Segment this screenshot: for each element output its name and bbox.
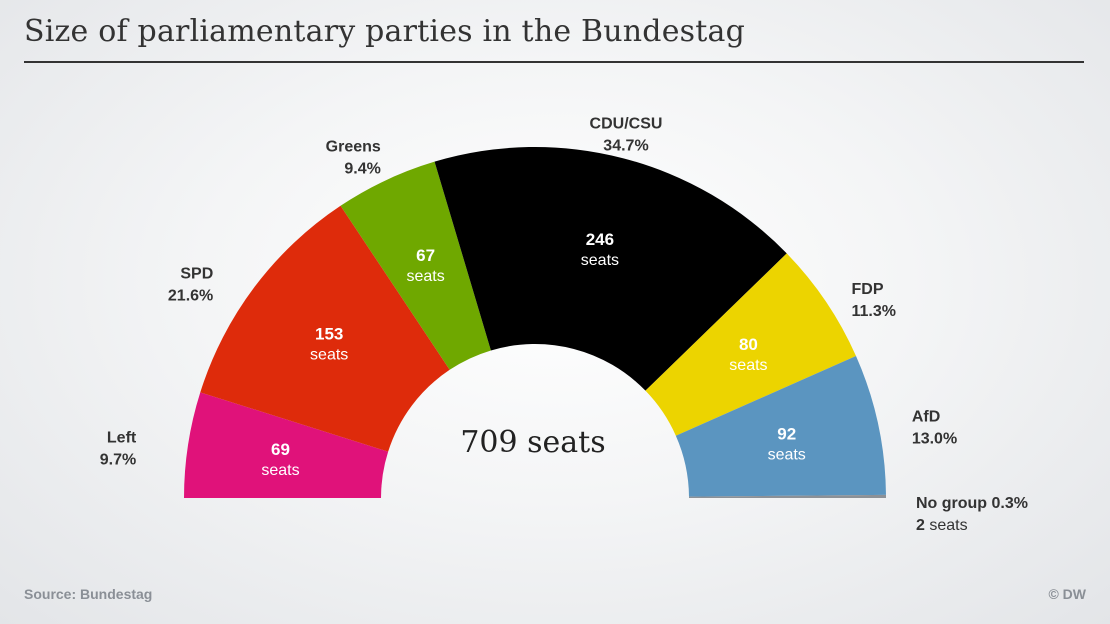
seat-unit-greens: seats xyxy=(407,268,445,285)
party-name-spd: SPD xyxy=(180,266,213,283)
party-name-left: Left xyxy=(107,430,137,447)
seat-unit-afd: seats xyxy=(768,447,806,464)
seat-count-cdu-csu: 246 xyxy=(586,230,614,249)
party-percent-spd: 21.6% xyxy=(168,288,213,305)
seat-count-afd: 92 xyxy=(777,425,796,444)
source-note: Source: Bundestag xyxy=(24,586,152,602)
total-seats-label: 709 seats xyxy=(460,425,605,460)
party-percent-greens: 9.4% xyxy=(344,160,380,177)
party-percent-left: 9.7% xyxy=(100,452,136,469)
seat-unit-cdu-csu: seats xyxy=(581,252,619,269)
party-percent-afd: 13.0% xyxy=(912,430,957,447)
seat-note-no-group: 2 seats xyxy=(916,517,968,534)
party-label-no-group: No group 0.3% xyxy=(916,495,1028,512)
seat-unit-fdp: seats xyxy=(729,357,767,374)
seat-count-greens: 67 xyxy=(416,246,435,265)
party-percent-fdp: 11.3% xyxy=(852,303,896,320)
seat-count-fdp: 80 xyxy=(739,335,758,354)
seat-count-spd: 153 xyxy=(315,324,343,343)
party-name-fdp: FDP xyxy=(852,281,884,298)
seat-unit-spd: seats xyxy=(310,346,348,363)
party-percent-cdu-csu: 34.7% xyxy=(603,138,648,155)
party-name-greens: Greens xyxy=(326,138,381,155)
seat-unit-left: seats xyxy=(261,462,299,479)
seat-distribution-chart: 69 seats Left 9.7% 153 seats SPD 21.6% 67 seats Gr… xyxy=(0,0,1110,624)
party-name-afd: AfD xyxy=(912,408,940,425)
copyright-note: © DW xyxy=(1048,586,1086,602)
seat-count-left: 69 xyxy=(271,440,290,459)
party-name-cdu-csu: CDU/CSU xyxy=(590,116,663,133)
